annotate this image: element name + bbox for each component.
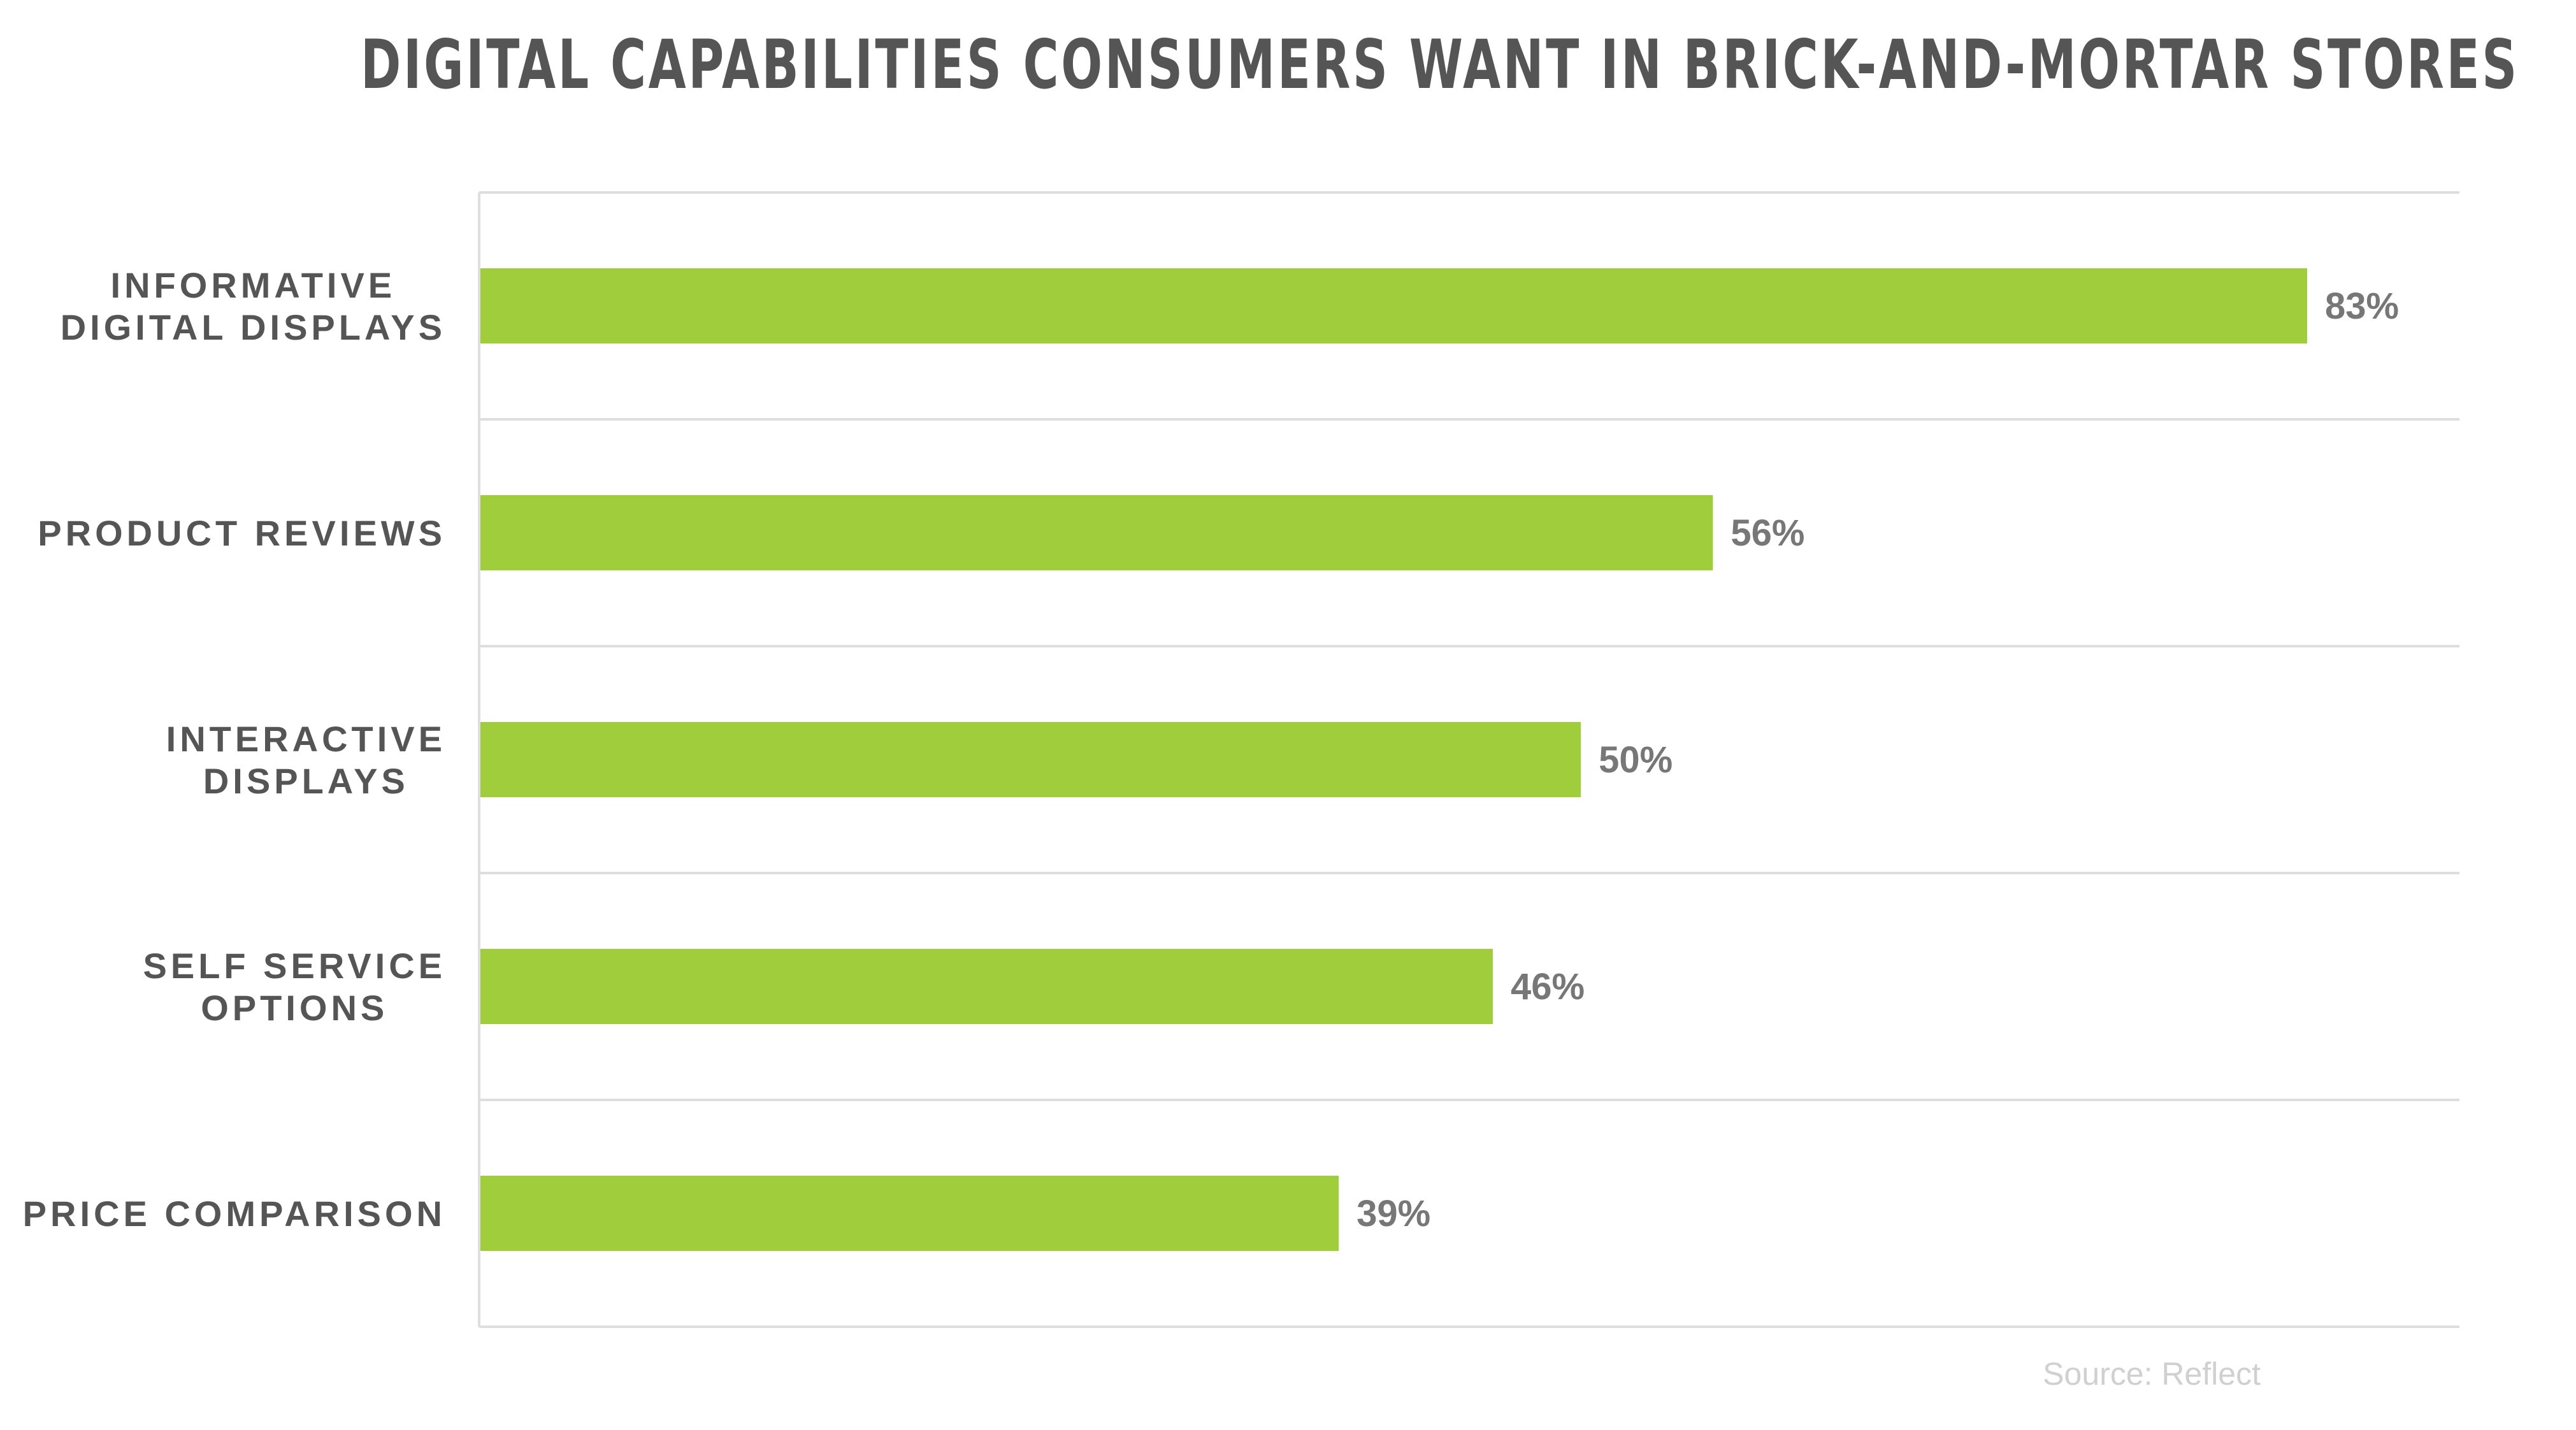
category-label: SELF SERVICE OPTIONS bbox=[143, 946, 446, 1028]
source-label: Source: Reflect bbox=[2043, 1356, 2261, 1392]
value-labels: 83% 56% 50% 46% 39% bbox=[1356, 285, 2399, 1234]
category-label-line: OPTIONS bbox=[201, 988, 388, 1028]
category-label-line: DIGITAL DISPLAYS bbox=[61, 307, 446, 347]
category-label: PRODUCT REVIEWS bbox=[38, 513, 446, 553]
bar bbox=[480, 722, 1581, 797]
category-label-line: PRICE COMPARISON bbox=[23, 1194, 446, 1234]
category-label-line: INFORMATIVE bbox=[111, 265, 396, 305]
value-label: 39% bbox=[1356, 1193, 1430, 1234]
value-label: 83% bbox=[2325, 285, 2399, 327]
category-label: PRICE COMPARISON bbox=[23, 1194, 446, 1234]
value-label: 56% bbox=[1731, 512, 1804, 554]
value-label: 50% bbox=[1599, 739, 1673, 781]
category-label: INTERACTIVE DISPLAYS bbox=[166, 719, 446, 801]
category-label-line: INTERACTIVE bbox=[166, 719, 446, 759]
bar bbox=[480, 495, 1713, 570]
bars bbox=[480, 268, 2307, 1251]
chart-title: DIGITAL CAPABILITIES CONSUMERS WANT IN B… bbox=[361, 25, 2519, 104]
grid-lines bbox=[478, 191, 2459, 1328]
bar bbox=[480, 268, 2307, 343]
category-label-line: DISPLAYS bbox=[203, 761, 409, 801]
value-label: 46% bbox=[1511, 966, 1585, 1007]
bar bbox=[480, 949, 1493, 1024]
category-label-line: PRODUCT REVIEWS bbox=[38, 513, 446, 553]
category-labels: INFORMATIVE DIGITAL DISPLAYS PRODUCT REVIE… bbox=[23, 265, 446, 1234]
bar bbox=[480, 1176, 1339, 1251]
category-label: INFORMATIVE DIGITAL DISPLAYS bbox=[61, 265, 446, 347]
category-label-line: SELF SERVICE bbox=[143, 946, 446, 986]
